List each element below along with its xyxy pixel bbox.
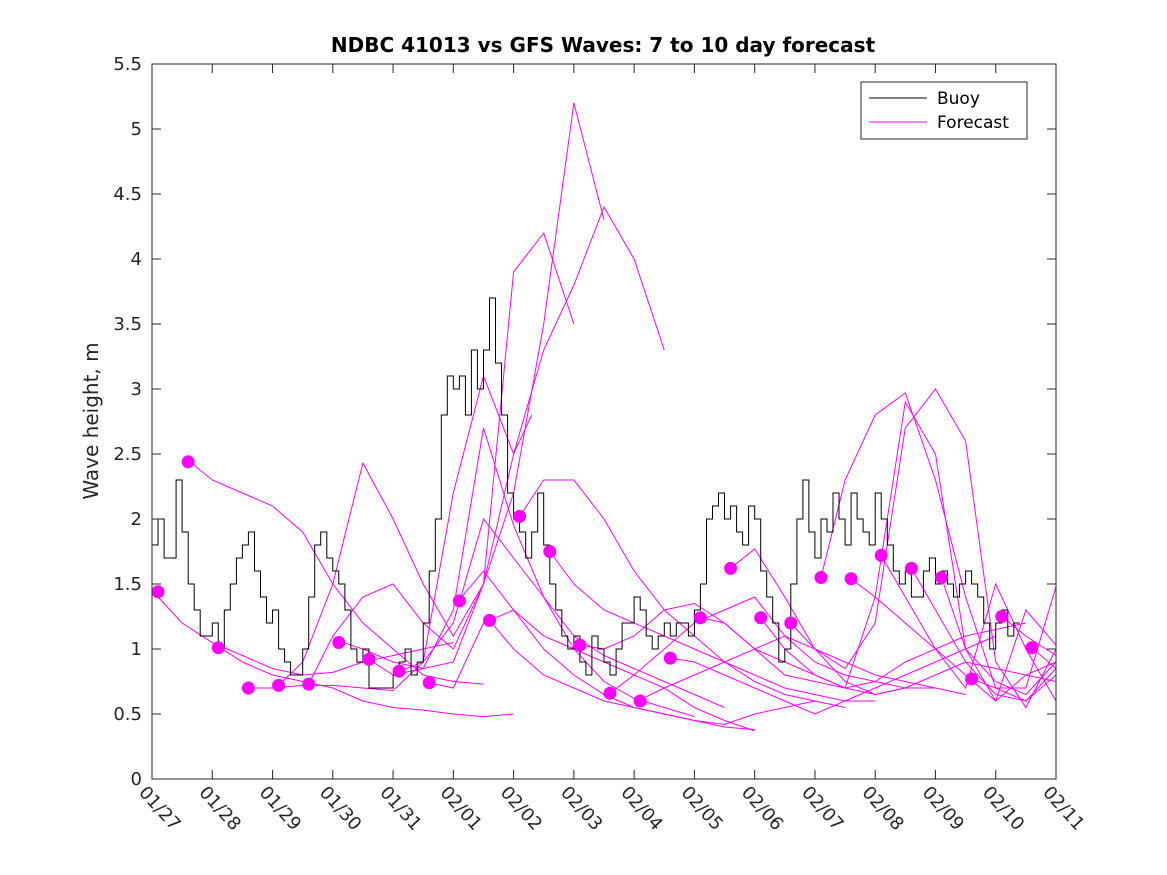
forecast-line-6: [308, 102, 605, 685]
forecast-marker-12: [483, 613, 496, 627]
forecast-marker-18: [663, 651, 677, 665]
x-tick-label: 01/30: [315, 782, 365, 835]
forecast-line-29: [1001, 616, 1057, 656]
forecast-line-27: [941, 577, 1057, 696]
plot-series-layer: [151, 102, 1057, 732]
forecast-line-4: [248, 374, 533, 692]
x-tick-label: 02/11: [1038, 782, 1088, 835]
plot-frame: [151, 63, 1057, 780]
x-tick-label: 02/01: [436, 782, 486, 835]
y-tick-label: 4.5: [113, 184, 142, 205]
forecast-line-21: [760, 400, 1057, 702]
forecast-line-12: [489, 620, 816, 725]
forecast-marker-19: [693, 611, 707, 625]
x-tick-label: 01/31: [375, 782, 425, 835]
y-tick-label: 5.5: [113, 54, 142, 75]
forecast-marker-6: [302, 677, 316, 691]
forecast-line-22: [790, 388, 1057, 709]
legend-buoy-label: Buoy: [937, 89, 980, 109]
forecast-marker-14: [543, 545, 557, 558]
forecast-line-26: [910, 568, 1057, 702]
forecast-marker-9: [392, 664, 406, 678]
forecast-marker-1: [151, 585, 165, 599]
chart-title: NDBC 41013 vs GFS Waves: 7 to 10 day for…: [331, 33, 876, 57]
forecast-marker-24: [844, 572, 858, 586]
legend-forecast-label: Forecast: [937, 113, 1009, 133]
forecast-marker-25: [874, 548, 888, 562]
forecast-marker-13: [513, 509, 527, 523]
buoy-line: [152, 297, 1020, 689]
forecast-marker-17: [633, 694, 647, 708]
x-tick-label: 01/29: [255, 782, 305, 835]
y-tick-label: 3: [131, 379, 142, 400]
x-tick-label: 02/10: [978, 782, 1028, 835]
forecast-marker-22: [784, 616, 798, 630]
x-tick-label: 02/02: [496, 782, 546, 835]
forecast-marker-7: [332, 636, 346, 649]
forecast-line-15: [579, 602, 906, 696]
x-tick-label: 02/03: [556, 782, 606, 835]
forecast-marker-8: [362, 652, 376, 666]
x-tick-label: 02/08: [857, 782, 907, 835]
forecast-marker-2: [181, 455, 195, 469]
forecast-marker-15: [573, 638, 587, 652]
x-tick-label: 02/06: [737, 782, 787, 835]
forecast-marker-23: [814, 571, 828, 584]
forecast-line-19: [700, 617, 1027, 689]
x-tick-label: 02/07: [797, 782, 847, 835]
forecast-marker-4: [241, 681, 255, 695]
forecast-line-28: [971, 674, 1057, 702]
forecast-line-9: [398, 517, 725, 708]
forecast-line-17: [639, 635, 966, 701]
forecast-line-11: [459, 570, 755, 732]
forecast-marker-10: [422, 676, 436, 690]
y-tick-label: 4: [131, 249, 142, 270]
forecast-line-7: [338, 205, 665, 670]
x-tick-label: 02/04: [616, 782, 666, 835]
y-tick-label: 1: [131, 639, 142, 660]
legend: Buoy Forecast: [860, 81, 1028, 140]
forecast-marker-5: [272, 678, 286, 692]
forecast-marker-3: [211, 641, 225, 655]
forecast-marker-27: [935, 571, 948, 584]
forecast-line-16: [609, 596, 936, 694]
forecast-line-24: [850, 578, 1057, 702]
forecast-marker-11: [452, 594, 466, 608]
x-tick-label: 02/09: [918, 782, 968, 835]
forecast-marker-26: [904, 561, 918, 575]
y-tick-label: 2.5: [113, 444, 142, 465]
legend-box: [860, 81, 1028, 140]
forecast-line-18: [670, 635, 996, 715]
y-tick-label: 0: [131, 769, 142, 790]
x-tick-label: 01/27: [134, 782, 184, 835]
forecast-marker-28: [965, 672, 979, 686]
y-tick-label: 3.5: [113, 314, 142, 335]
forecast-line-5: [278, 231, 575, 686]
forecast-line-3: [218, 645, 514, 718]
forecast-marker-20: [724, 561, 738, 575]
x-tick-label: 01/28: [195, 782, 245, 835]
forecast-line-23: [820, 392, 1057, 689]
y-axis-label: Wave height, m: [79, 342, 103, 499]
forecast-line-14: [549, 551, 876, 702]
x-tick-label: 02/05: [677, 782, 727, 835]
y-tick-label: 1.5: [113, 574, 142, 595]
forecast-marker-16: [603, 686, 617, 700]
x-axis-ticks: 01/27 01/28 01/29 01/30 01/31 02/01 02/02 02/03…: [134, 64, 1089, 835]
forecast-marker-29: [995, 610, 1009, 623]
forecast-marker-30: [1025, 641, 1039, 655]
forecast-line-13: [519, 479, 846, 708]
y-tick-label: 0.5: [113, 704, 142, 725]
y-tick-label: 2: [131, 509, 142, 530]
forecast-marker-21: [754, 611, 768, 625]
y-axis-ticks: 0 0.5 1 1.5 2 2.5 3 3.5 4 4.5 5 5.5: [113, 54, 1056, 790]
y-tick-label: 5: [131, 119, 142, 140]
